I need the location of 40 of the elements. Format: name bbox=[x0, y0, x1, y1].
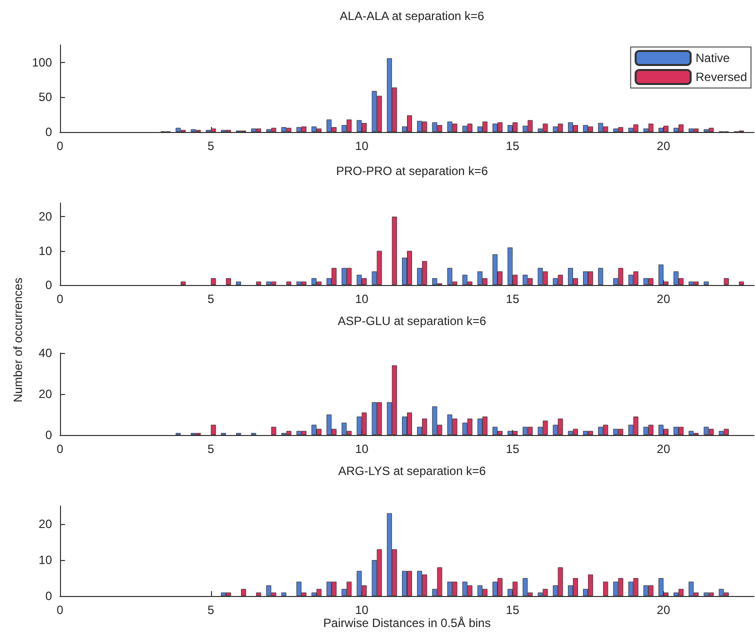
x-tick-label: 15 bbox=[506, 603, 520, 618]
x-tick-label: 0 bbox=[56, 442, 64, 456]
y-tick-label: 10 bbox=[38, 553, 52, 568]
y-tick-label: 0 bbox=[45, 589, 52, 604]
y-tick-label: 100 bbox=[32, 55, 52, 70]
x-tick-label: 0 bbox=[56, 292, 64, 306]
x-tick-label: 5 bbox=[208, 603, 215, 618]
x-tick-label: 10 bbox=[355, 603, 369, 618]
x-tick-label: 5 bbox=[208, 292, 215, 306]
y-tick-label: 0 bbox=[45, 278, 52, 292]
x-tick-label: 15 bbox=[506, 292, 520, 306]
x-tick-label: 0 bbox=[56, 139, 64, 153]
y-tick-label: 20 bbox=[38, 387, 52, 401]
chart-title: ASP-GLU at separation k=6 bbox=[338, 314, 487, 328]
chart-title: ALA-ALA at separation k=6 bbox=[340, 9, 485, 23]
x-tick-label: 10 bbox=[355, 139, 369, 153]
y-axis-title: Number of occurrences bbox=[11, 278, 25, 402]
x-tick-label: 20 bbox=[656, 292, 670, 306]
x-axis-title: Pairwise Distances in 0.5Å bins bbox=[323, 616, 491, 630]
x-tick-label: 15 bbox=[506, 442, 520, 456]
x-tick-label: 0 bbox=[56, 603, 64, 618]
y-tick-label: 40 bbox=[38, 346, 52, 360]
x-tick-label: 20 bbox=[656, 603, 670, 618]
x-tick-label: 10 bbox=[355, 442, 369, 456]
x-tick-label: 15 bbox=[506, 139, 520, 153]
y-tick-label: 0 bbox=[45, 428, 52, 442]
legend-label: Native bbox=[696, 51, 730, 65]
legend-label: Reversed bbox=[696, 70, 747, 84]
x-tick-label: 20 bbox=[656, 442, 670, 456]
chart-title: PRO-PRO at separation k=6 bbox=[336, 164, 488, 178]
y-tick-label: 0 bbox=[45, 125, 52, 139]
y-tick-label: 50 bbox=[38, 90, 52, 104]
y-tick-label: 10 bbox=[38, 244, 52, 258]
x-tick-label: 5 bbox=[208, 442, 215, 456]
y-tick-label: 20 bbox=[38, 210, 52, 224]
x-tick-label: 20 bbox=[656, 139, 670, 153]
x-tick-label: 5 bbox=[208, 139, 215, 153]
x-tick-label: 10 bbox=[355, 292, 369, 306]
y-tick-label: 20 bbox=[38, 517, 52, 532]
chart-title: ARG-LYS at separation k=6 bbox=[338, 464, 486, 478]
